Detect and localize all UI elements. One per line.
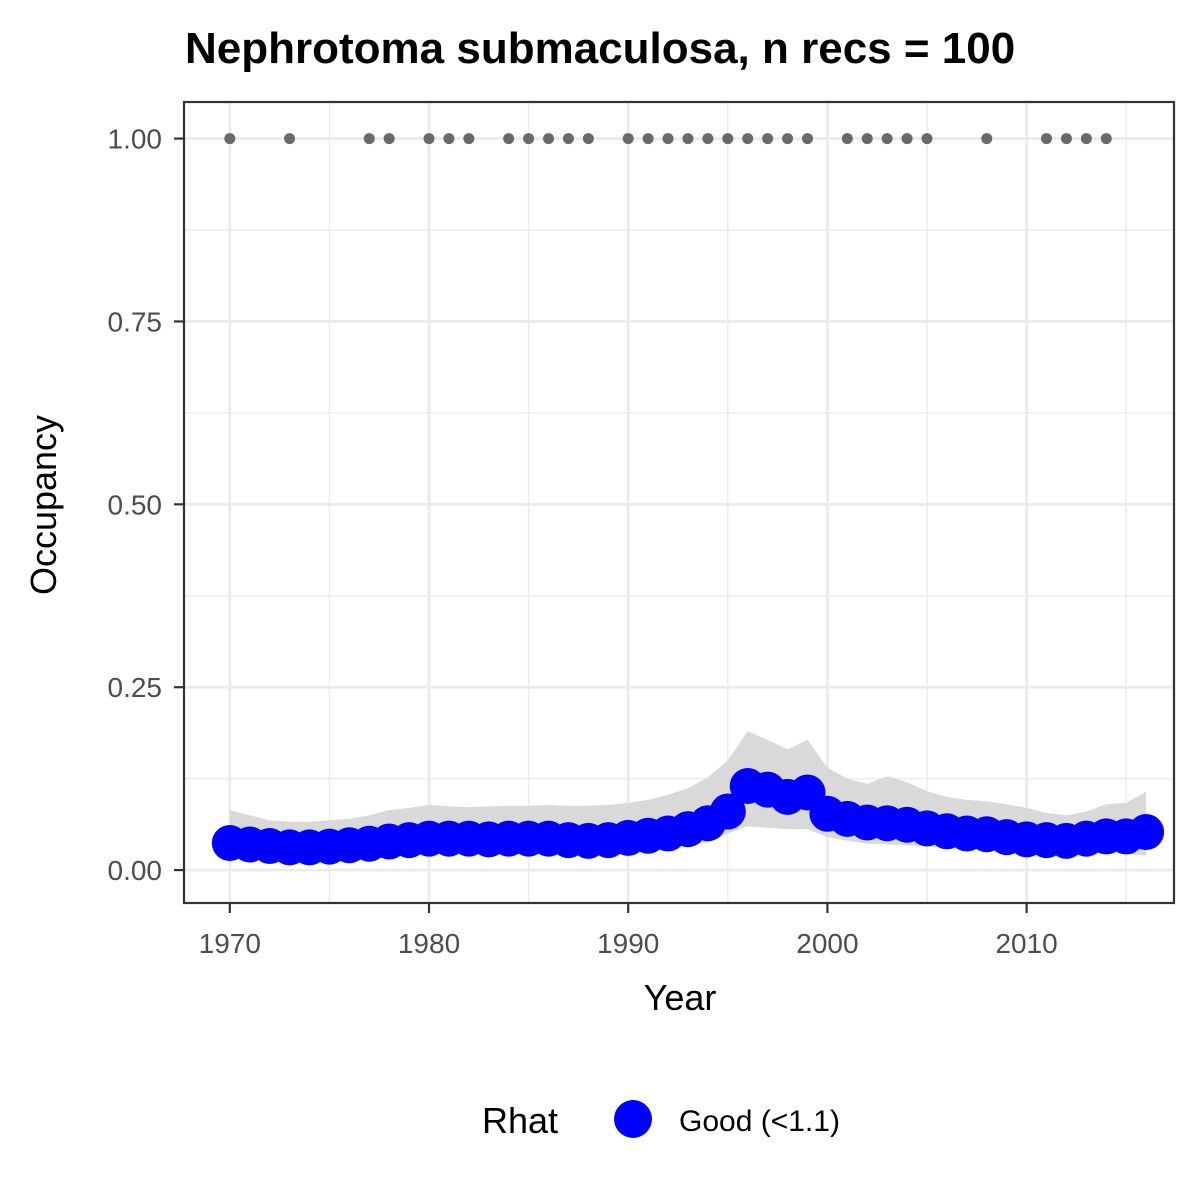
record-point	[562, 133, 574, 145]
y-axis: 0.00 0.25 0.50 0.75 1.00	[108, 124, 184, 886]
record-point	[224, 133, 236, 145]
record-point	[1100, 133, 1112, 145]
record-point	[762, 133, 774, 145]
chart-title: Nephrotoma submaculosa, n recs = 100	[185, 24, 1015, 73]
panel-background	[184, 102, 1174, 903]
record-point	[582, 133, 594, 145]
record-point	[523, 133, 535, 145]
x-tick-label: 2000	[796, 928, 858, 959]
y-tick-label: 0.00	[108, 855, 163, 886]
record-point	[742, 133, 754, 145]
record-point	[841, 133, 853, 145]
x-tick-label: 1990	[597, 928, 659, 959]
legend-key-good	[614, 1100, 652, 1138]
record-point	[921, 133, 933, 145]
legend: Rhat Good (<1.1)	[482, 1100, 840, 1141]
record-point	[1080, 133, 1092, 145]
x-tick-label: 1970	[199, 928, 261, 959]
record-point	[543, 133, 555, 145]
panel-fill	[184, 102, 1174, 903]
occupancy-point	[709, 793, 746, 830]
occupancy-points	[211, 767, 1165, 866]
record-point	[284, 133, 296, 145]
record-point	[702, 133, 714, 145]
record-point	[662, 133, 674, 145]
record-point	[423, 133, 435, 145]
occupancy-point	[1128, 814, 1165, 851]
y-tick-label: 0.75	[108, 306, 163, 337]
legend-label-good: Good (<1.1)	[679, 1105, 840, 1138]
grid-minor	[184, 102, 1174, 903]
panel-border	[182, 100, 1176, 905]
record-point	[722, 133, 734, 145]
record-point	[622, 133, 634, 145]
x-axis-title: Year	[644, 977, 717, 1018]
record-point	[881, 133, 893, 145]
x-axis: 1970 1980 1990 2000 2010	[199, 903, 1058, 959]
record-point	[682, 133, 694, 145]
record-point	[782, 133, 794, 145]
record-point	[801, 133, 813, 145]
record-point	[463, 133, 475, 145]
record-point	[1060, 133, 1072, 145]
y-tick-label: 0.50	[108, 489, 163, 520]
record-point	[363, 133, 375, 145]
x-tick-label: 1980	[398, 928, 460, 959]
y-tick-label: 1.00	[108, 124, 163, 155]
record-point	[861, 133, 873, 145]
record-point	[642, 133, 654, 145]
y-axis-title: Occupancy	[23, 415, 64, 595]
grid-major	[184, 102, 1174, 903]
legend-title: Rhat	[482, 1100, 558, 1141]
record-points	[224, 133, 1112, 145]
panel-outline	[182, 100, 1176, 905]
record-point	[383, 133, 395, 145]
y-tick-label: 0.25	[108, 672, 163, 703]
record-point	[981, 133, 993, 145]
record-point	[443, 133, 455, 145]
record-point	[1041, 133, 1053, 145]
x-tick-label: 2010	[995, 928, 1057, 959]
record-point	[503, 133, 515, 145]
record-point	[901, 133, 913, 145]
